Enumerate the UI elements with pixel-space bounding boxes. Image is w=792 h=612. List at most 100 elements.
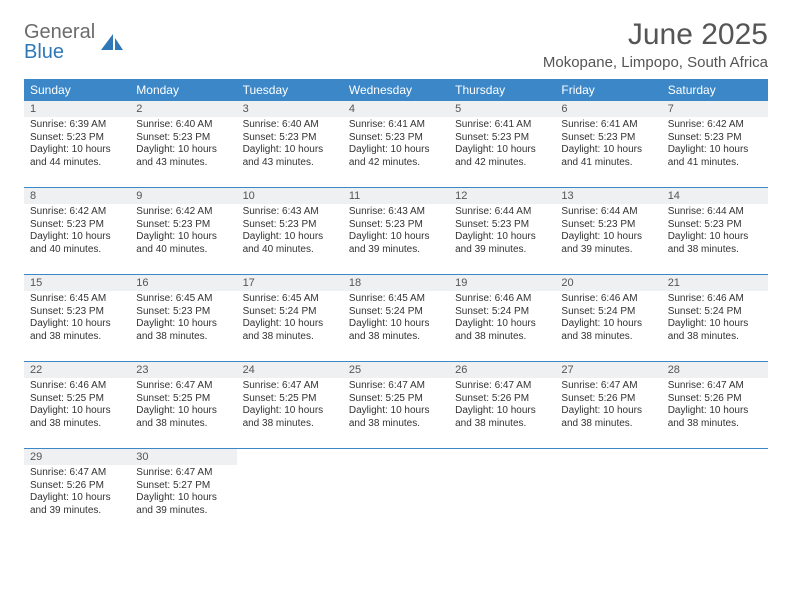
sunrise-text: Sunrise: 6:44 AM [561,206,655,219]
day-number: 29 [24,449,130,465]
sunset-text: Sunset: 5:23 PM [30,132,124,145]
day-number: 18 [343,275,449,291]
day-number: 19 [449,275,555,291]
day-cell: 3Sunrise: 6:40 AMSunset: 5:23 PMDaylight… [237,101,343,187]
daylight-text: Daylight: 10 hours and 41 minutes. [668,144,762,169]
day-number: 15 [24,275,130,291]
daylight-text: Daylight: 10 hours and 38 minutes. [349,405,443,430]
daylight-text: Daylight: 10 hours and 38 minutes. [455,405,549,430]
day-content: Sunrise: 6:44 AMSunset: 5:23 PMDaylight:… [662,204,768,260]
day-header: Thursday [449,79,555,101]
day-cell: 9Sunrise: 6:42 AMSunset: 5:23 PMDaylight… [130,188,236,274]
day-cell: 30Sunrise: 6:47 AMSunset: 5:27 PMDayligh… [130,449,236,535]
daylight-text: Daylight: 10 hours and 38 minutes. [136,405,230,430]
sunrise-text: Sunrise: 6:45 AM [30,293,124,306]
day-content: Sunrise: 6:41 AMSunset: 5:23 PMDaylight:… [555,117,661,173]
sunset-text: Sunset: 5:23 PM [136,219,230,232]
daylight-text: Daylight: 10 hours and 38 minutes. [30,405,124,430]
day-content: Sunrise: 6:45 AMSunset: 5:23 PMDaylight:… [130,291,236,347]
sunset-text: Sunset: 5:23 PM [668,132,762,145]
sunset-text: Sunset: 5:26 PM [668,393,762,406]
day-cell [662,449,768,535]
day-cell: 5Sunrise: 6:41 AMSunset: 5:23 PMDaylight… [449,101,555,187]
week-row: 15Sunrise: 6:45 AMSunset: 5:23 PMDayligh… [24,274,768,361]
day-number: 2 [130,101,236,117]
daylight-text: Daylight: 10 hours and 42 minutes. [349,144,443,169]
day-content: Sunrise: 6:46 AMSunset: 5:24 PMDaylight:… [449,291,555,347]
sunrise-text: Sunrise: 6:40 AM [243,119,337,132]
day-cell: 26Sunrise: 6:47 AMSunset: 5:26 PMDayligh… [449,362,555,448]
day-number: 17 [237,275,343,291]
daylight-text: Daylight: 10 hours and 38 minutes. [561,405,655,430]
day-cell: 29Sunrise: 6:47 AMSunset: 5:26 PMDayligh… [24,449,130,535]
sunrise-text: Sunrise: 6:47 AM [349,380,443,393]
day-cell [449,449,555,535]
day-content: Sunrise: 6:47 AMSunset: 5:26 PMDaylight:… [449,378,555,434]
sunset-text: Sunset: 5:27 PM [136,480,230,493]
day-cell: 28Sunrise: 6:47 AMSunset: 5:26 PMDayligh… [662,362,768,448]
sunrise-text: Sunrise: 6:47 AM [136,380,230,393]
day-content: Sunrise: 6:44 AMSunset: 5:23 PMDaylight:… [449,204,555,260]
day-content: Sunrise: 6:45 AMSunset: 5:24 PMDaylight:… [343,291,449,347]
day-cell: 1Sunrise: 6:39 AMSunset: 5:23 PMDaylight… [24,101,130,187]
day-cell: 13Sunrise: 6:44 AMSunset: 5:23 PMDayligh… [555,188,661,274]
day-content: Sunrise: 6:39 AMSunset: 5:23 PMDaylight:… [24,117,130,173]
day-content: Sunrise: 6:46 AMSunset: 5:25 PMDaylight:… [24,378,130,434]
sunrise-text: Sunrise: 6:46 AM [668,293,762,306]
day-cell: 27Sunrise: 6:47 AMSunset: 5:26 PMDayligh… [555,362,661,448]
day-number: 24 [237,362,343,378]
day-number: 1 [24,101,130,117]
day-number: 28 [662,362,768,378]
day-header: Sunday [24,79,130,101]
day-cell: 22Sunrise: 6:46 AMSunset: 5:25 PMDayligh… [24,362,130,448]
daylight-text: Daylight: 10 hours and 40 minutes. [30,231,124,256]
week-row: 29Sunrise: 6:47 AMSunset: 5:26 PMDayligh… [24,448,768,535]
daylight-text: Daylight: 10 hours and 38 minutes. [30,318,124,343]
daylight-text: Daylight: 10 hours and 39 minutes. [136,492,230,517]
day-content: Sunrise: 6:44 AMSunset: 5:23 PMDaylight:… [555,204,661,260]
day-number: 20 [555,275,661,291]
day-number: 14 [662,188,768,204]
day-cell: 20Sunrise: 6:46 AMSunset: 5:24 PMDayligh… [555,275,661,361]
day-content: Sunrise: 6:47 AMSunset: 5:27 PMDaylight:… [130,465,236,521]
daylight-text: Daylight: 10 hours and 43 minutes. [136,144,230,169]
day-content: Sunrise: 6:46 AMSunset: 5:24 PMDaylight:… [555,291,661,347]
weeks-container: 1Sunrise: 6:39 AMSunset: 5:23 PMDaylight… [24,101,768,535]
sunrise-text: Sunrise: 6:44 AM [455,206,549,219]
sunrise-text: Sunrise: 6:41 AM [349,119,443,132]
sunset-text: Sunset: 5:23 PM [455,132,549,145]
page-header: General Blue June 2025 Mokopane, Limpopo… [24,18,768,71]
day-content: Sunrise: 6:41 AMSunset: 5:23 PMDaylight:… [343,117,449,173]
day-number: 5 [449,101,555,117]
sunrise-text: Sunrise: 6:42 AM [30,206,124,219]
daylight-text: Daylight: 10 hours and 38 minutes. [668,405,762,430]
sunset-text: Sunset: 5:25 PM [136,393,230,406]
week-row: 8Sunrise: 6:42 AMSunset: 5:23 PMDaylight… [24,187,768,274]
day-content: Sunrise: 6:40 AMSunset: 5:23 PMDaylight:… [130,117,236,173]
daylight-text: Daylight: 10 hours and 38 minutes. [243,405,337,430]
day-number: 16 [130,275,236,291]
sunrise-text: Sunrise: 6:46 AM [455,293,549,306]
day-number: 12 [449,188,555,204]
day-cell: 11Sunrise: 6:43 AMSunset: 5:23 PMDayligh… [343,188,449,274]
sunset-text: Sunset: 5:26 PM [30,480,124,493]
week-row: 1Sunrise: 6:39 AMSunset: 5:23 PMDaylight… [24,101,768,187]
day-content: Sunrise: 6:41 AMSunset: 5:23 PMDaylight:… [449,117,555,173]
sunset-text: Sunset: 5:23 PM [561,219,655,232]
daylight-text: Daylight: 10 hours and 38 minutes. [243,318,337,343]
sunset-text: Sunset: 5:25 PM [30,393,124,406]
logo-line1: General [24,21,95,43]
day-content: Sunrise: 6:47 AMSunset: 5:25 PMDaylight:… [130,378,236,434]
day-cell: 10Sunrise: 6:43 AMSunset: 5:23 PMDayligh… [237,188,343,274]
sunset-text: Sunset: 5:23 PM [349,132,443,145]
sunset-text: Sunset: 5:25 PM [243,393,337,406]
sunrise-text: Sunrise: 6:42 AM [136,206,230,219]
sunset-text: Sunset: 5:23 PM [30,306,124,319]
sunset-text: Sunset: 5:24 PM [561,306,655,319]
day-cell: 2Sunrise: 6:40 AMSunset: 5:23 PMDaylight… [130,101,236,187]
logo-text: General Blue [24,22,95,62]
daylight-text: Daylight: 10 hours and 38 minutes. [455,318,549,343]
day-cell: 7Sunrise: 6:42 AMSunset: 5:23 PMDaylight… [662,101,768,187]
day-number: 25 [343,362,449,378]
day-number: 22 [24,362,130,378]
